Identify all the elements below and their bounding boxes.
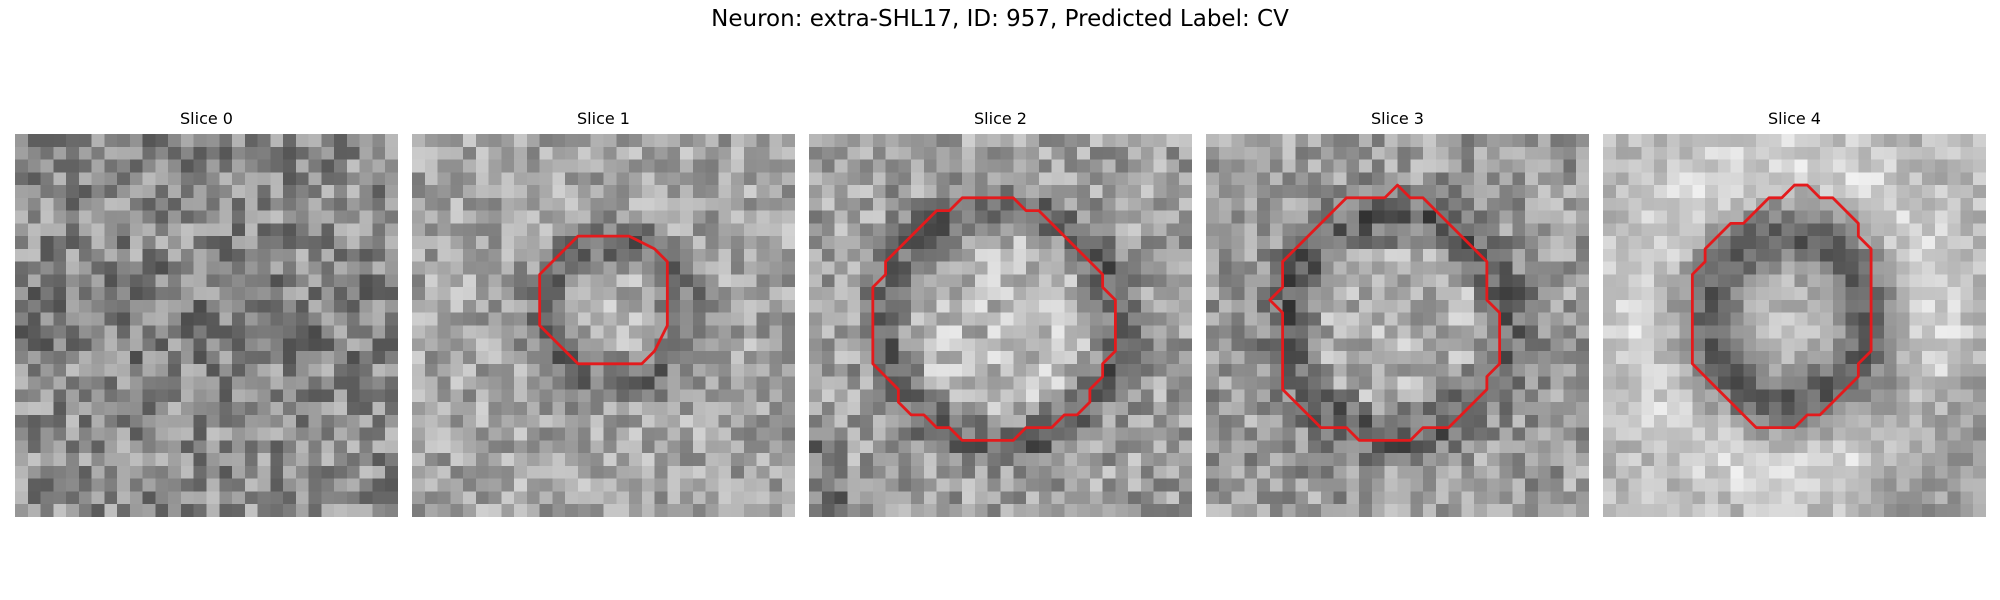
slice-panel-2: Slice 2 <box>809 108 1192 517</box>
contour-4 <box>1690 183 1873 430</box>
contour-3 <box>1268 183 1502 442</box>
slice-image-0 <box>15 134 398 517</box>
slice-image-4 <box>1603 134 1986 517</box>
slice-image-1 <box>412 134 795 517</box>
contour-1 <box>538 234 669 366</box>
slice-panel-0: Slice 0 <box>15 108 398 517</box>
slice-title-2: Slice 2 <box>974 109 1027 128</box>
slice-image-3 <box>1206 134 1589 517</box>
slice-title-1: Slice 1 <box>577 109 630 128</box>
contour-2 <box>871 196 1117 442</box>
slice-panel-1: Slice 1 <box>412 108 795 517</box>
slice-image-2 <box>809 134 1192 517</box>
slice-title-4: Slice 4 <box>1768 109 1821 128</box>
figure-title: Neuron: extra-SHL17, ID: 957, Predicted … <box>711 6 1289 32</box>
slice-panel-4: Slice 4 <box>1603 108 1986 517</box>
slice-title-0: Slice 0 <box>180 109 233 128</box>
slice-panel-3: Slice 3 <box>1206 108 1589 517</box>
slice-title-3: Slice 3 <box>1371 109 1424 128</box>
